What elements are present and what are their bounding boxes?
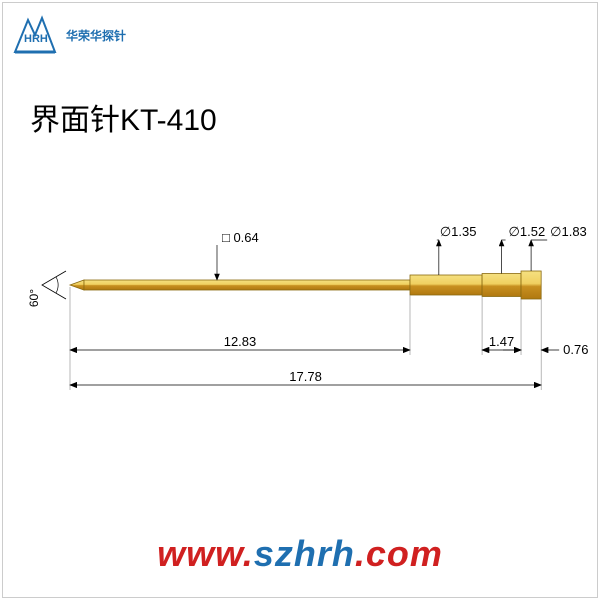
logo-abbrev: HRH [24,33,48,45]
svg-text:60°: 60° [27,289,41,307]
svg-text:∅1.52: ∅1.52 [509,224,546,239]
dimension-drawing: 12.83 1.47 0.76 17.78 □ 0.64 ∅1.35 ∅1.52 ∅1.83 6… [0,200,600,480]
pin-body [70,271,541,299]
product-title: 界面针KT-410 [30,95,217,139]
svg-text:12.83: 12.83 [224,334,257,349]
url-part-3: .com [355,533,443,574]
svg-text:∅1.35: ∅1.35 [440,224,477,239]
url-part-1: www. [157,533,254,574]
svg-text:□ 0.64: □ 0.64 [222,230,259,245]
svg-text:17.78: 17.78 [289,369,322,384]
website-url: www.szhrh.com [0,533,600,575]
dimensions: 12.83 1.47 0.76 17.78 □ 0.64 ∅1.35 ∅1.52 ∅1.83 6… [27,224,588,390]
logo: HRH 华荣华探针 [10,10,126,60]
logo-tagline: 华荣华探针 [66,27,126,44]
url-part-2: szhrh [254,533,355,574]
svg-text:1.47: 1.47 [489,334,514,349]
svg-text:0.76: 0.76 [563,342,588,357]
logo-mountain-icon: HRH [10,10,60,60]
svg-text:∅1.83: ∅1.83 [550,224,587,239]
